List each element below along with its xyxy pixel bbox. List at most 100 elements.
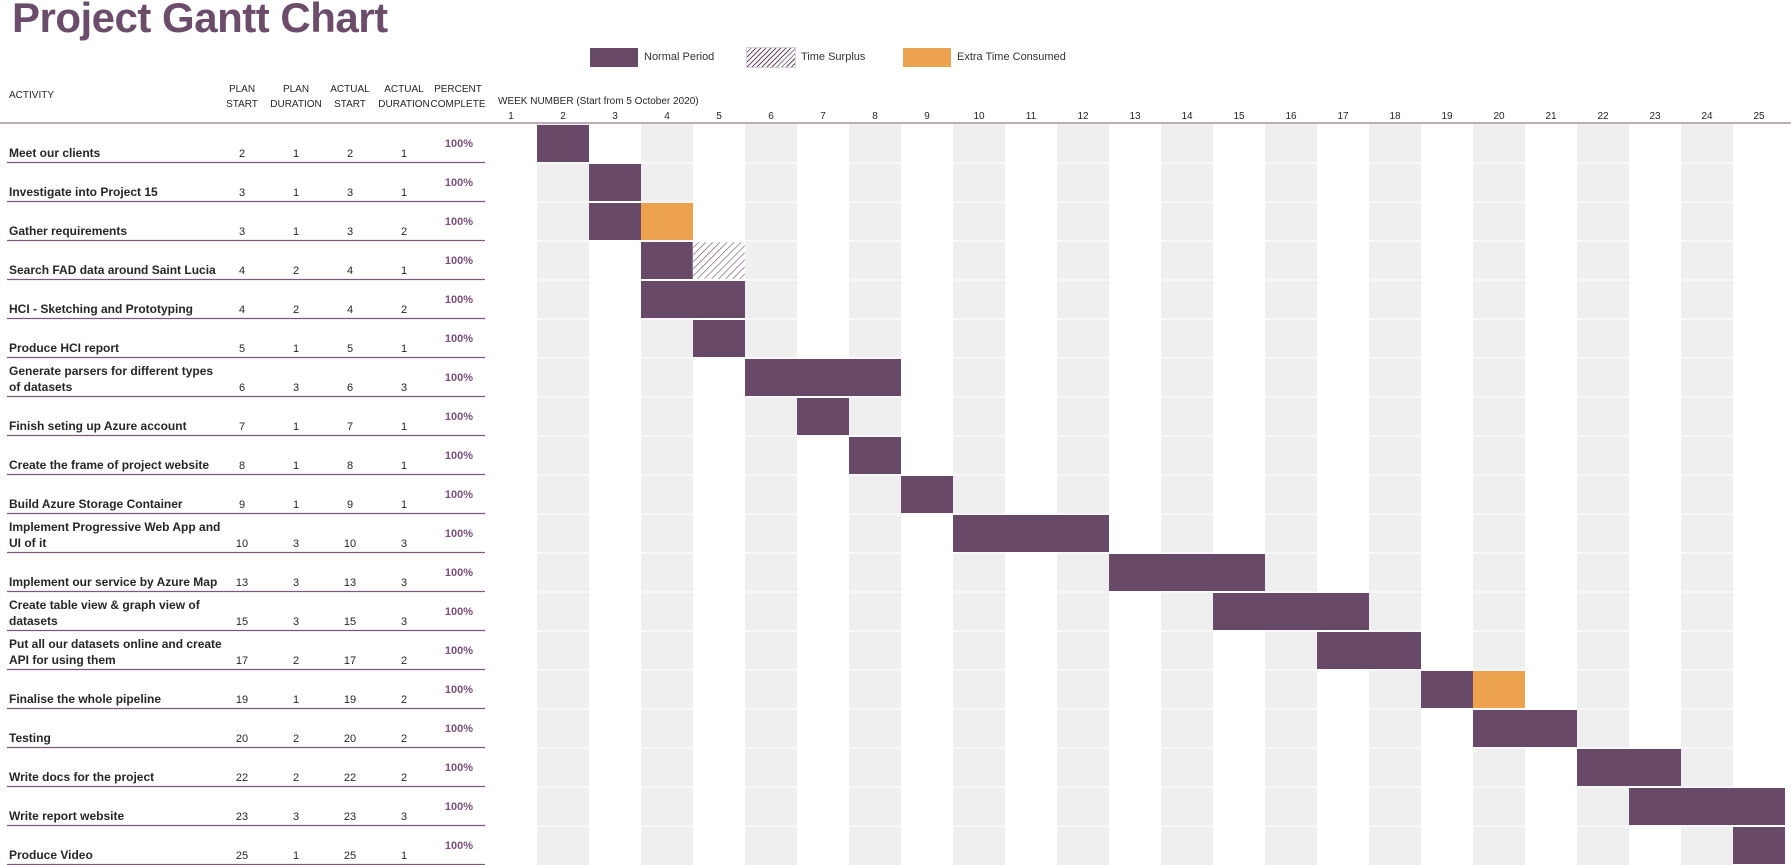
- legend-swatch-normal: [590, 48, 638, 67]
- gantt-bars: [537, 125, 1785, 864]
- percent-complete-value: 100%: [445, 177, 473, 189]
- plan-duration-value: 1: [293, 226, 299, 238]
- plan-start-value: 19: [236, 694, 248, 706]
- activity-label-line2: UI of it: [9, 536, 46, 550]
- week-band-11: [1005, 124, 1057, 865]
- activity-label: Testing: [9, 731, 51, 745]
- plan-duration-value: 2: [293, 733, 299, 745]
- actual-duration-value: 1: [401, 421, 407, 433]
- week-number-22: 22: [1597, 111, 1609, 122]
- header-plan-duration-line2: DURATION: [270, 99, 321, 110]
- percent-complete-value: 100%: [445, 489, 473, 501]
- actual-start-value: 17: [344, 655, 356, 667]
- bar-normal-period: [745, 359, 901, 396]
- column-headers: ACTIVITY PLAN START PLAN DURATION ACTUAL START…: [0, 84, 1791, 124]
- plan-duration-value: 1: [293, 460, 299, 472]
- plan-duration-value: 2: [293, 772, 299, 784]
- activity-label: Search FAD data around Saint Lucia: [9, 263, 216, 277]
- week-band-16: [1265, 124, 1317, 865]
- activity-label-line1: Generate parsers for different types: [9, 364, 213, 378]
- plan-start-value: 5: [239, 343, 245, 355]
- task-row: Create the frame of project website 8 1 8 1 1…: [7, 450, 485, 476]
- actual-start-value: 4: [347, 304, 353, 316]
- week-band-15: [1213, 124, 1265, 865]
- percent-complete-value: 100%: [445, 606, 473, 618]
- activity-label: Produce HCI report: [9, 341, 119, 355]
- week-band-3: [589, 124, 641, 865]
- week-band-8: [849, 124, 901, 865]
- plan-start-value: 6: [239, 382, 245, 394]
- week-band-18: [1369, 124, 1421, 865]
- week-number-19: 19: [1441, 111, 1453, 122]
- percent-complete-value: 100%: [445, 645, 473, 657]
- activity-label: Write docs for the project: [9, 770, 154, 784]
- activity-label-line1: Implement Progressive Web App and: [9, 520, 220, 534]
- plan-start-value: 10: [236, 538, 248, 550]
- actual-duration-value: 2: [401, 772, 407, 784]
- activity-label: Implement our service by Azure Map: [9, 575, 217, 589]
- activity-label: Gather requirements: [9, 224, 127, 238]
- bar-normal-period: [1213, 593, 1369, 630]
- actual-duration-value: 1: [401, 187, 407, 199]
- actual-start-value: 13: [344, 577, 356, 589]
- week-number-6: 6: [768, 111, 774, 122]
- legend-label-extra: Extra Time Consumed: [957, 51, 1066, 63]
- plan-start-value: 23: [236, 811, 248, 823]
- task-row: Write report website 23 3 23 3 100%: [7, 801, 485, 827]
- bar-normal-period: [953, 515, 1109, 552]
- actual-start-value: 3: [347, 226, 353, 238]
- actual-start-value: 15: [344, 616, 356, 628]
- activity-label: HCI - Sketching and Prototyping: [9, 302, 193, 316]
- week-number-14: 14: [1181, 111, 1193, 122]
- header-plan-start-line1: PLAN: [229, 84, 255, 95]
- plan-start-value: 13: [236, 577, 248, 589]
- actual-start-value: 25: [344, 850, 356, 862]
- actual-start-value: 20: [344, 733, 356, 745]
- week-number-11: 11: [1026, 111, 1037, 122]
- task-row: Finalise the whole pipeline 19 1 19 2 100%: [7, 684, 485, 710]
- actual-start-value: 23: [344, 811, 356, 823]
- actual-duration-value: 1: [401, 148, 407, 160]
- bar-normal-period: [589, 164, 641, 201]
- task-row: Testing 20 2 20 2 100%: [7, 723, 485, 749]
- header-activity: ACTIVITY: [9, 90, 54, 101]
- week-number-1: 1: [508, 111, 514, 122]
- actual-start-value: 4: [347, 265, 353, 277]
- chart-title: Project Gantt Chart: [12, 0, 388, 41]
- task-row: Implement Progressive Web App and UI of i…: [7, 520, 485, 554]
- bar-normal-period: [641, 242, 693, 279]
- plan-start-value: 20: [236, 733, 248, 745]
- plan-duration-value: 3: [293, 382, 299, 394]
- week-band-25: [1733, 124, 1785, 865]
- actual-duration-value: 2: [401, 655, 407, 667]
- percent-complete-value: 100%: [445, 684, 473, 696]
- task-row: Investigate into Project 15 3 1 3 1 100%: [7, 177, 485, 203]
- actual-duration-value: 1: [401, 850, 407, 862]
- bar-normal-period: [1109, 554, 1265, 591]
- bar-extra-time: [641, 203, 693, 240]
- plan-start-value: 3: [239, 226, 245, 238]
- actual-duration-value: 3: [401, 616, 407, 628]
- task-row: Build Azure Storage Container 9 1 9 1 100%: [7, 489, 485, 515]
- actual-start-value: 9: [347, 499, 353, 511]
- week-number-4: 4: [664, 111, 670, 122]
- header-actual-start-line2: START: [334, 99, 366, 110]
- bar-normal-period: [1733, 827, 1785, 864]
- actual-start-value: 6: [347, 382, 353, 394]
- week-number-10: 10: [973, 111, 985, 122]
- week-band-14: [1161, 124, 1213, 865]
- actual-duration-value: 1: [401, 343, 407, 355]
- percent-complete-value: 100%: [445, 138, 473, 150]
- header-actual-duration-line1: ACTUAL: [384, 84, 424, 95]
- actual-duration-value: 3: [401, 382, 407, 394]
- activity-label: Produce Video: [9, 848, 93, 862]
- actual-duration-value: 1: [401, 499, 407, 511]
- bar-normal-period: [849, 437, 901, 474]
- plan-duration-value: 1: [293, 850, 299, 862]
- header-plan-start-line2: START: [226, 99, 258, 110]
- percent-complete-value: 100%: [445, 255, 473, 267]
- legend-swatch-extra: [903, 48, 951, 67]
- percent-complete-value: 100%: [445, 567, 473, 579]
- header-percent-complete-line1: PERCENT: [434, 84, 482, 95]
- week-number-21: 21: [1545, 111, 1557, 122]
